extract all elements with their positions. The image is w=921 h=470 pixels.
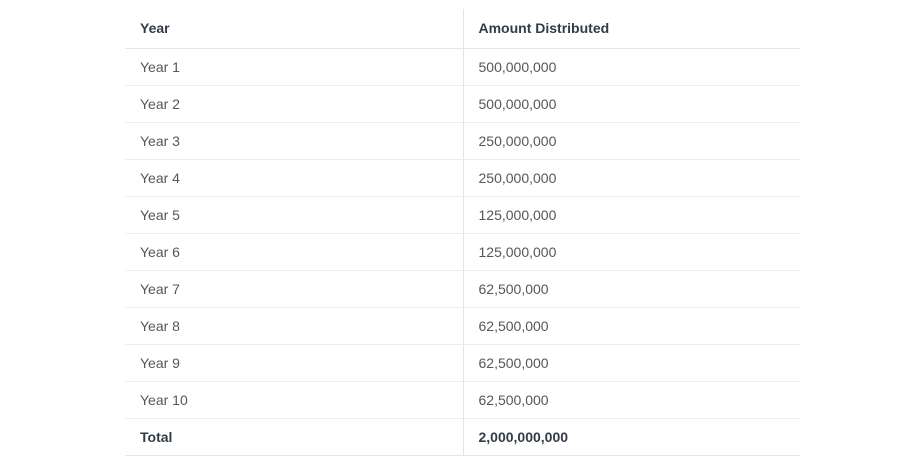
- table-row: Year 5 125,000,000: [125, 196, 800, 234]
- amount-cell: 250,000,000: [463, 159, 800, 197]
- year-cell: Year 10: [125, 381, 464, 419]
- amount-cell: 62,500,000: [463, 344, 800, 382]
- year-cell: Year 3: [125, 122, 464, 160]
- table-row: Year 9 62,500,000: [125, 344, 800, 382]
- year-cell: Year 1: [125, 48, 464, 86]
- total-value-cell: 2,000,000,000: [463, 418, 800, 456]
- table-row: Year 6 125,000,000: [125, 233, 800, 271]
- year-cell: Year 5: [125, 196, 464, 234]
- year-cell: Year 7: [125, 270, 464, 308]
- year-cell: Year 2: [125, 85, 464, 123]
- table-row: Year 3 250,000,000: [125, 122, 800, 160]
- column-header-amount: Amount Distributed: [463, 9, 800, 49]
- table-row: Year 8 62,500,000: [125, 307, 800, 345]
- amount-cell: 125,000,000: [463, 196, 800, 234]
- total-row: Total 2,000,000,000: [125, 418, 800, 456]
- column-header-year: Year: [125, 9, 464, 49]
- table-row: Year 2 500,000,000: [125, 85, 800, 123]
- table-row: Year 10 62,500,000: [125, 381, 800, 419]
- table-row: Year 1 500,000,000: [125, 48, 800, 86]
- year-cell: Year 8: [125, 307, 464, 345]
- amount-cell: 62,500,000: [463, 307, 800, 345]
- year-cell: Year 9: [125, 344, 464, 382]
- year-cell: Year 4: [125, 159, 464, 197]
- year-cell: Year 6: [125, 233, 464, 271]
- amount-cell: 62,500,000: [463, 381, 800, 419]
- distribution-table: Year Amount Distributed Year 1 500,000,0…: [125, 9, 800, 456]
- table-row: Year 4 250,000,000: [125, 159, 800, 197]
- amount-cell: 500,000,000: [463, 85, 800, 123]
- amount-cell: 125,000,000: [463, 233, 800, 271]
- amount-cell: 62,500,000: [463, 270, 800, 308]
- total-label-cell: Total: [125, 418, 464, 456]
- header-row: Year Amount Distributed: [125, 9, 800, 49]
- amount-cell: 250,000,000: [463, 122, 800, 160]
- amount-cell: 500,000,000: [463, 48, 800, 86]
- table-row: Year 7 62,500,000: [125, 270, 800, 308]
